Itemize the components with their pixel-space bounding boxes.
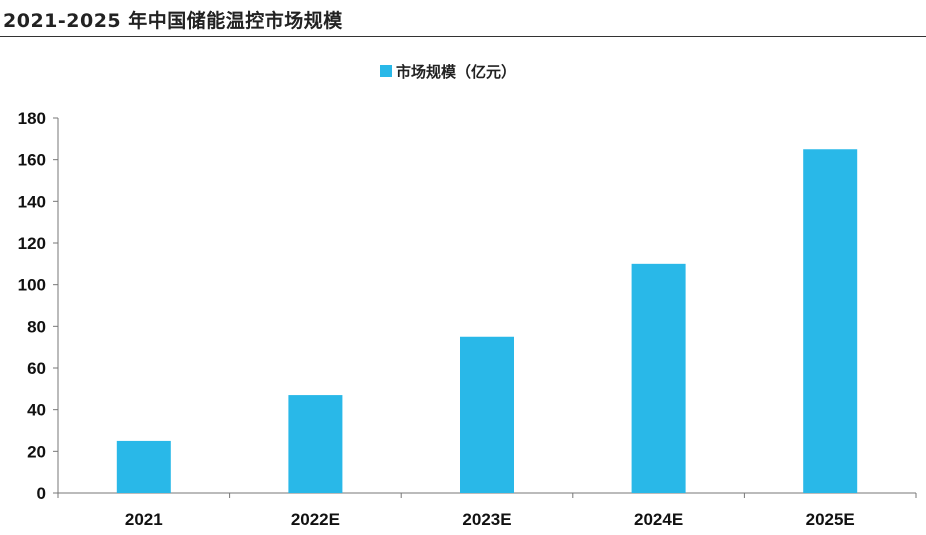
y-tick-label: 40 <box>27 401 46 420</box>
chart-title: 2021-2025 年中国储能温控市场规模 <box>3 10 343 32</box>
bars <box>116 149 858 493</box>
y-tick-label: 140 <box>18 192 46 211</box>
y-tick-labels: 0 20 40 60 80 100 120 140 160 180 <box>18 109 46 503</box>
bar <box>116 440 171 493</box>
bar <box>460 336 514 493</box>
y-tick-label: 120 <box>18 234 46 253</box>
legend-label: 市场规模（亿元） <box>396 62 517 81</box>
title-bar: 2021-2025 年中国储能温控市场规模 <box>0 0 926 37</box>
x-tick-labels: 2021 2022E 2023E 2024E 2025E <box>125 510 855 529</box>
x-tick-label: 2021 <box>125 510 163 529</box>
x-tick-label: 2024E <box>634 510 683 529</box>
y-tick-label: 60 <box>27 359 46 378</box>
legend-swatch <box>380 65 392 77</box>
legend: 市场规模（亿元） <box>380 60 516 82</box>
x-tick-label: 2025E <box>806 510 855 529</box>
y-tick-label: 100 <box>18 276 46 295</box>
y-tick-label: 180 <box>18 109 46 128</box>
bar <box>288 395 343 493</box>
bar <box>803 149 858 493</box>
x-tick-label: 2023E <box>462 510 511 529</box>
bar <box>631 263 686 493</box>
y-tick-label: 80 <box>27 317 46 336</box>
y-tick-label: 160 <box>18 151 46 170</box>
y-tick-label: 0 <box>37 484 46 503</box>
x-tick-label: 2022E <box>291 510 340 529</box>
y-tick-label: 20 <box>27 442 46 461</box>
